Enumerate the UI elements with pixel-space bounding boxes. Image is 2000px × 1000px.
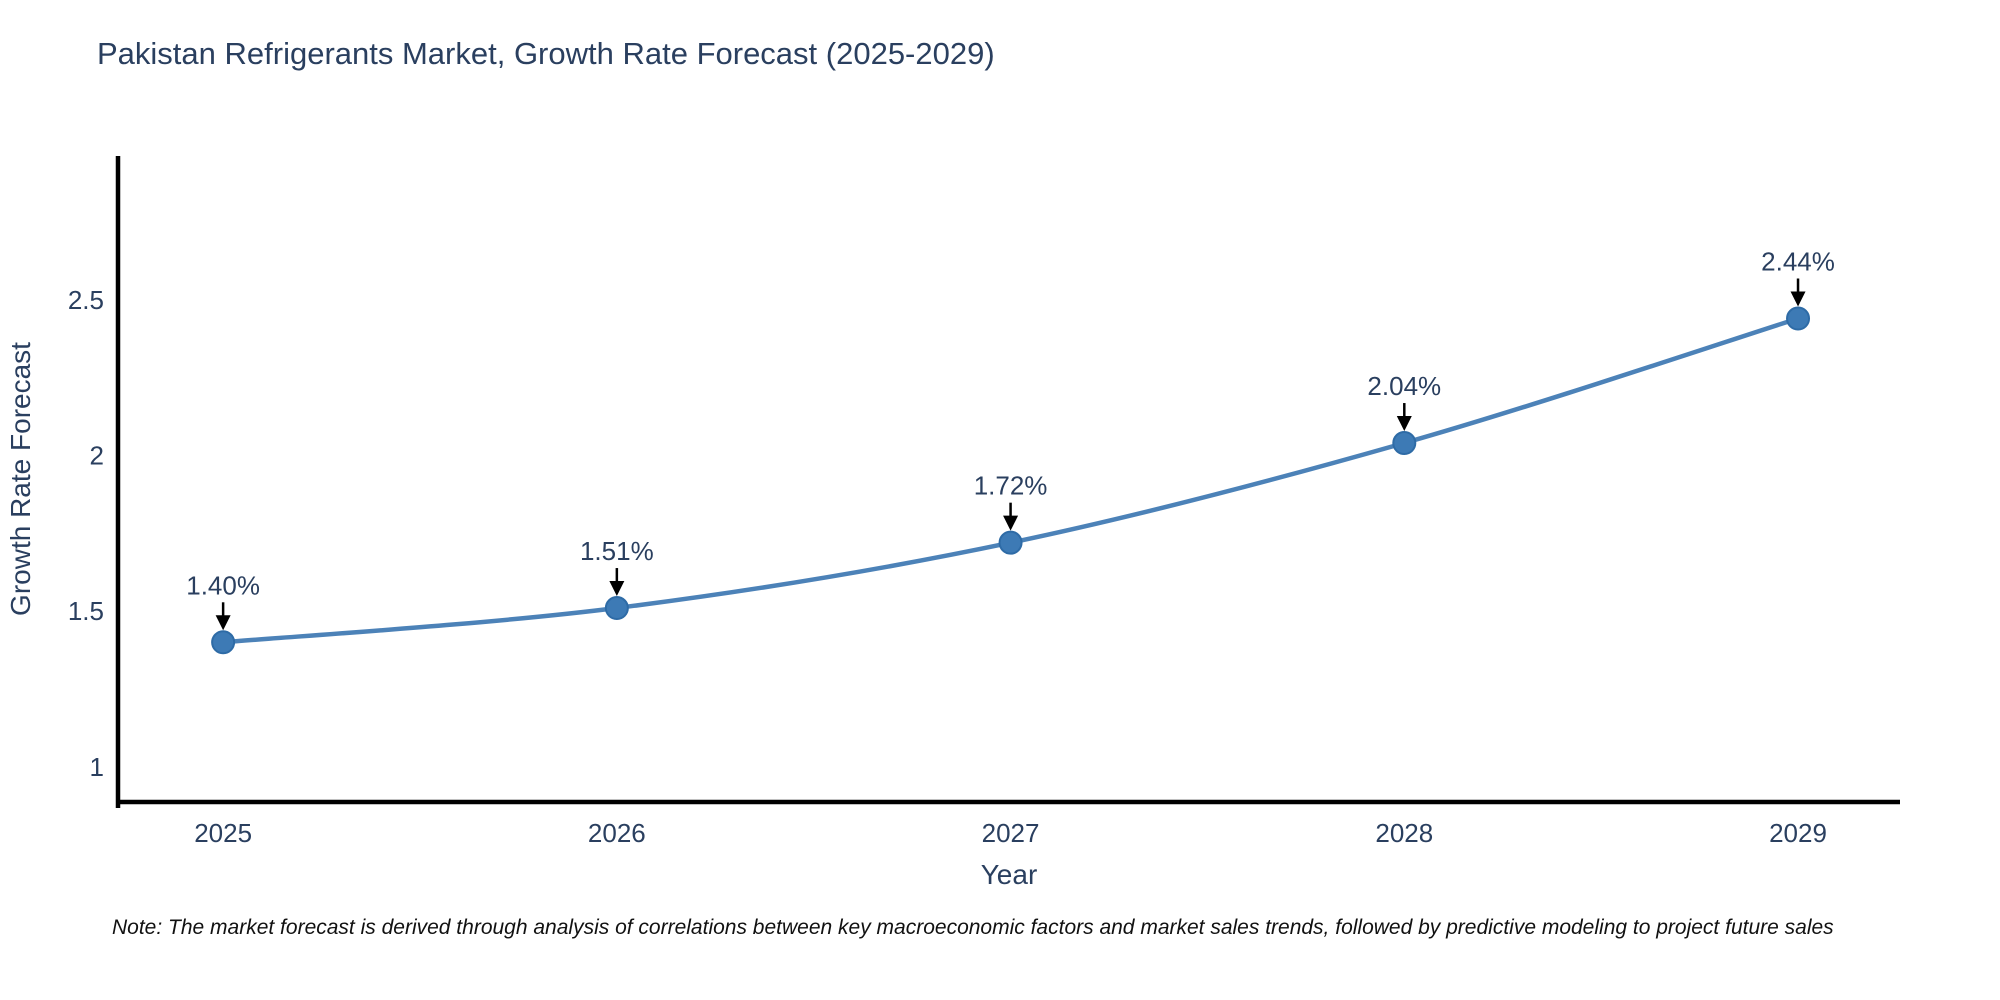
y-axis-title: Growth Rate Forecast <box>5 342 36 616</box>
chart-title: Pakistan Refrigerants Market, Growth Rat… <box>97 36 995 71</box>
annotation-label: 2.04% <box>1367 371 1441 401</box>
annotation-label: 1.40% <box>186 570 260 600</box>
data-point-marker[interactable] <box>211 630 236 655</box>
data-point-marker[interactable] <box>1786 306 1811 331</box>
annotation-label: 2.44% <box>1761 247 1835 277</box>
annotation-arrowhead <box>1396 416 1412 432</box>
data-point-marker[interactable] <box>604 596 629 621</box>
x-tick-label: 2027 <box>982 818 1040 848</box>
y-tick-label: 2 <box>90 440 104 470</box>
annotation-label: 1.72% <box>974 471 1048 501</box>
x-axis-title: Year <box>981 859 1038 890</box>
x-tick-label: 2028 <box>1375 818 1433 848</box>
data-point-marker[interactable] <box>1392 431 1417 456</box>
x-tick-label: 2026 <box>588 818 646 848</box>
annotation-arrowhead <box>1790 291 1806 307</box>
y-tick-label: 1 <box>90 752 104 782</box>
footnote: Note: The market forecast is derived thr… <box>112 916 1834 939</box>
annotation-arrowhead <box>1003 515 1019 531</box>
data-point-marker[interactable] <box>998 530 1023 555</box>
x-tick-label: 2025 <box>194 818 252 848</box>
annotation-label: 1.51% <box>580 536 654 566</box>
x-tick-label: 2029 <box>1769 818 1827 848</box>
y-tick-label: 1.5 <box>68 596 104 626</box>
annotation-arrowhead <box>215 615 231 631</box>
annotation-arrowhead <box>609 581 625 597</box>
y-tick-label: 2.5 <box>68 285 104 315</box>
